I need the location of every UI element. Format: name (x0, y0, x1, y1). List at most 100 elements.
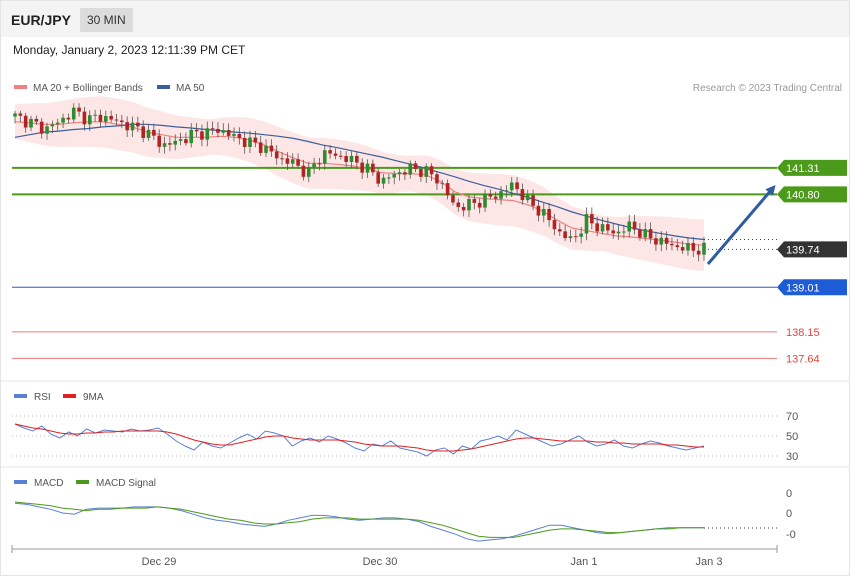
candle (547, 202, 551, 227)
candle (258, 135, 263, 156)
candle-body (306, 167, 311, 177)
macd-panel: 0 0 -0 (14, 488, 796, 542)
candle (71, 103, 76, 123)
ma20-line (14, 121, 705, 246)
candle (178, 132, 183, 146)
candle-body (285, 158, 290, 164)
candle-body (23, 115, 28, 128)
candle (584, 207, 589, 241)
level-label: 140.80 (786, 189, 820, 201)
candle (381, 174, 386, 189)
macd-tick-label: 0 (786, 488, 792, 500)
price-levels (12, 166, 777, 359)
candle (237, 127, 242, 145)
candle-body (248, 137, 252, 147)
candle (66, 113, 71, 124)
candle (488, 189, 493, 200)
candle (232, 127, 236, 142)
candle (531, 189, 535, 211)
candle-body (371, 163, 375, 173)
candle (696, 244, 701, 262)
candle (541, 202, 546, 223)
candle (146, 123, 151, 141)
candle (216, 122, 220, 138)
candle-body (50, 124, 55, 127)
candle (45, 122, 49, 140)
candle (606, 217, 610, 235)
candle-body (381, 177, 386, 184)
candle (306, 161, 311, 183)
copyright-text: Research © 2023 Trading Central (693, 83, 842, 94)
candle (152, 123, 156, 141)
candle-body (622, 231, 626, 233)
legend-swatch-macd-signal (76, 480, 89, 484)
candle (675, 238, 680, 251)
level-labels: 141.31 140.80 139.74 139.01 138.15 137.64 (777, 159, 847, 365)
candle (472, 194, 477, 210)
candle-body (168, 143, 172, 145)
candle-body (632, 221, 637, 230)
candle-body (696, 250, 701, 255)
candle (590, 207, 594, 230)
timeframe-badge[interactable]: 30 MIN (80, 8, 133, 32)
candle (355, 151, 359, 170)
level-label: 137.64 (786, 353, 820, 365)
candle (264, 139, 268, 157)
legend-swatch-ma20 (14, 85, 27, 89)
candle (574, 229, 578, 243)
candle (397, 169, 402, 181)
candle (29, 115, 33, 132)
candle-body (157, 135, 162, 147)
candle (493, 191, 498, 204)
level-tag: 140.80 (777, 186, 847, 203)
candle (162, 136, 167, 154)
level-label: 139.01 (786, 282, 820, 294)
candle-body (675, 245, 680, 248)
candle-body (296, 159, 300, 166)
candle-body (322, 150, 327, 164)
candle-body (670, 243, 674, 246)
candle-body (114, 119, 119, 121)
candle-body (648, 229, 653, 239)
candle-body (269, 145, 274, 152)
x-tick-label: Dec 30 (363, 556, 398, 568)
price-legend: MA 20 + Bollinger Bands MA 50 (14, 83, 205, 94)
candle-body (333, 153, 338, 156)
candle (87, 110, 92, 132)
candle-body (557, 229, 562, 232)
candle-body (39, 121, 44, 134)
candle-body (146, 129, 151, 138)
legend-label-macd: MACD (34, 478, 63, 489)
candle (328, 144, 332, 159)
candle-body (477, 202, 482, 208)
candle-body (253, 137, 258, 143)
candle (520, 183, 525, 205)
candle-body (120, 120, 124, 123)
x-tick-label: Jan 1 (571, 556, 598, 568)
rsi-tick-label: 30 (786, 451, 798, 463)
candle-body (483, 194, 487, 208)
candle (509, 177, 514, 197)
level-tag: 139.01 (777, 279, 847, 296)
candle-body (71, 107, 76, 120)
candle-body (355, 155, 359, 163)
candle (130, 116, 135, 137)
candle (563, 225, 567, 241)
candle-body (638, 229, 642, 238)
candle-body (376, 172, 380, 184)
candle (13, 110, 17, 124)
candle (344, 151, 348, 168)
candle (55, 118, 60, 131)
candle-body (595, 223, 599, 232)
candle (686, 236, 690, 256)
candle-body (103, 116, 108, 122)
candle (515, 177, 519, 195)
candle-body (55, 122, 60, 125)
candle (579, 226, 583, 244)
candle-body (488, 194, 493, 197)
candle-body (232, 134, 236, 136)
candle (461, 202, 466, 217)
candle-body (317, 163, 322, 165)
candle-body (531, 195, 535, 206)
